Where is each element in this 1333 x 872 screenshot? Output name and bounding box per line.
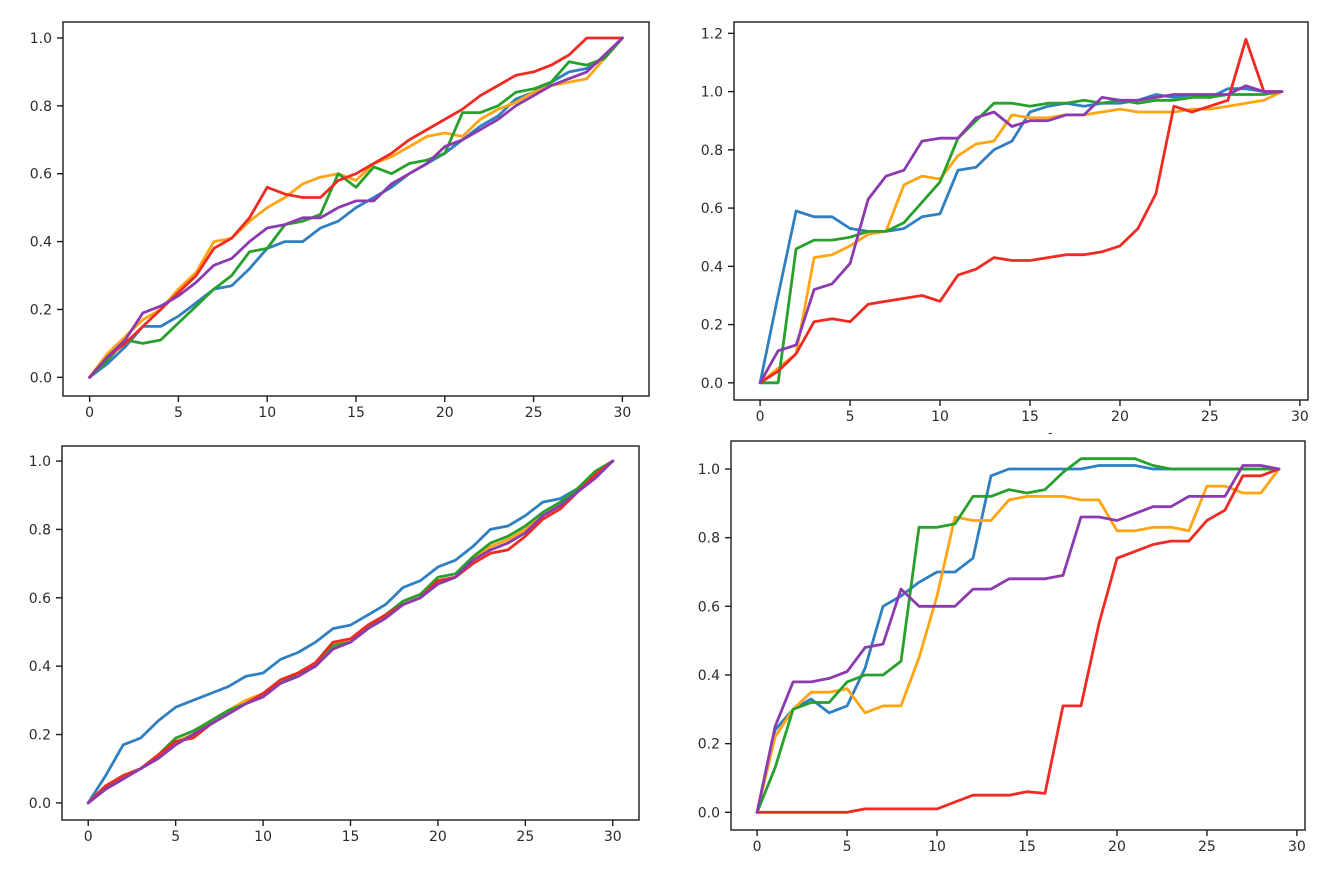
series-line-red bbox=[88, 36, 624, 379]
series-line-blue bbox=[755, 464, 1281, 814]
chart-bottom-left: 0 5 10 15 20 25 30 0.0 0.2 0.4 0.6 0.8 1.0 bbox=[0, 436, 666, 872]
x-axis-tick-label: 15 bbox=[342, 829, 360, 845]
x-axis-tick-label: 25 bbox=[516, 829, 534, 845]
y-axis-tick-label: 1.0 bbox=[29, 454, 51, 470]
y-axis-tick-label: 0.4 bbox=[701, 259, 723, 275]
y-axis-tick-label: 1.0 bbox=[701, 85, 723, 101]
series-line-red bbox=[755, 467, 1281, 814]
y-axis-tick-label: 0.0 bbox=[698, 805, 720, 821]
series-line-purple bbox=[755, 464, 1281, 814]
x-axis-tick-label: 0 bbox=[84, 829, 93, 845]
y-axis-tick-label: 1.0 bbox=[698, 462, 720, 478]
series-line-blue bbox=[86, 459, 615, 805]
x-axis-tick-label: 25 bbox=[1201, 409, 1219, 425]
y-axis-tick-label: 0.6 bbox=[29, 591, 51, 607]
x-axis-tick-label: 10 bbox=[258, 405, 276, 421]
plot-area-top-right: 0 5 10 15 20 25 30 0.0 0.2 0.4 0.6 0.8 1.0 1.2 bbox=[701, 21, 1309, 425]
y-axis-tick-label: 0.4 bbox=[29, 659, 51, 675]
y-axis-tick-label: 0.6 bbox=[701, 201, 723, 217]
series-line-orange bbox=[88, 36, 624, 379]
x-axis-tick-label: 30 bbox=[1291, 409, 1309, 425]
x-axis-tick-label: 20 bbox=[1108, 839, 1126, 855]
y-axis-tick-label: 0.0 bbox=[29, 796, 51, 812]
x-axis-tick-label: 0 bbox=[756, 409, 765, 425]
series-line-red bbox=[758, 37, 1284, 385]
y-axis-tick-label: 0.2 bbox=[30, 302, 52, 318]
x-axis-tick-label: 25 bbox=[525, 405, 543, 421]
series-line-purple bbox=[86, 459, 615, 805]
y-axis-tick-label: 0.2 bbox=[29, 728, 51, 744]
x-axis-tick-label: 0 bbox=[85, 405, 94, 421]
x-axis-tick-label: 20 bbox=[429, 829, 447, 845]
y-axis-tick-label: 0.0 bbox=[701, 376, 723, 392]
y-axis-tick-label: 0.2 bbox=[701, 318, 723, 334]
y-axis-tick-label: 1.2 bbox=[701, 26, 723, 42]
x-axis-tick-label: 30 bbox=[604, 829, 622, 845]
series-line-orange bbox=[758, 90, 1284, 385]
series-line-green bbox=[758, 90, 1284, 385]
plot-area-bottom-right: 0 5 10 15 20 25 30 0.0 0.2 0.4 0.6 0.8 1.0 bbox=[698, 440, 1306, 855]
x-axis-tick-label: 10 bbox=[928, 839, 946, 855]
series-line-orange bbox=[755, 467, 1281, 814]
x-axis-tick-label: 15 bbox=[347, 405, 365, 421]
y-axis-tick-label: 0.6 bbox=[30, 167, 52, 183]
x-axis-tick-label: 5 bbox=[846, 409, 855, 425]
plot-area-top-left: 0 5 10 15 20 25 30 0.0 0.2 0.4 0.6 0.8 1.0 bbox=[30, 21, 650, 421]
y-axis-tick-label: 0.8 bbox=[701, 143, 723, 159]
y-axis-tick-label: 0.0 bbox=[30, 370, 52, 386]
series-line-purple bbox=[88, 36, 624, 379]
stray-mark: - bbox=[1048, 426, 1053, 441]
x-axis-tick-label: 25 bbox=[1198, 839, 1216, 855]
series-line-blue bbox=[758, 87, 1284, 385]
x-axis-tick-label: 20 bbox=[436, 405, 454, 421]
y-axis-tick-label: 0.4 bbox=[30, 235, 52, 251]
x-axis-tick-label: 10 bbox=[254, 829, 272, 845]
series-line-green bbox=[755, 457, 1281, 814]
y-axis-tick-label: 0.2 bbox=[698, 737, 720, 753]
x-axis-tick-label: 30 bbox=[613, 405, 631, 421]
y-axis-tick-label: 0.8 bbox=[29, 522, 51, 538]
y-axis-tick-label: 1.0 bbox=[30, 31, 52, 47]
series-line-purple bbox=[758, 84, 1284, 385]
chart-top-left: 0 5 10 15 20 25 30 0.0 0.2 0.4 0.6 0.8 1.0 bbox=[0, 0, 666, 436]
x-axis-tick-label: 10 bbox=[931, 409, 949, 425]
plot-area-bottom-left: 0 5 10 15 20 25 30 0.0 0.2 0.4 0.6 0.8 1.0 bbox=[29, 445, 640, 845]
axes-spine bbox=[733, 21, 1309, 401]
series-line-red bbox=[86, 459, 615, 805]
y-axis-tick-label: 0.4 bbox=[698, 668, 720, 684]
x-axis-tick-label: 15 bbox=[1021, 409, 1039, 425]
y-axis-tick-label: 0.8 bbox=[30, 99, 52, 115]
x-axis-tick-label: 5 bbox=[843, 839, 852, 855]
x-axis-tick-label: 30 bbox=[1288, 839, 1306, 855]
x-axis-tick-label: 0 bbox=[753, 839, 762, 855]
x-axis-tick-label: 5 bbox=[171, 829, 180, 845]
chart-bottom-right: 0 5 10 15 20 25 30 0.0 0.2 0.4 0.6 0.8 1.0 bbox=[667, 436, 1333, 872]
y-axis-tick-label: 0.6 bbox=[698, 599, 720, 615]
x-axis-tick-label: 15 bbox=[1018, 839, 1036, 855]
x-axis-tick-label: 20 bbox=[1111, 409, 1129, 425]
x-axis-tick-label: 5 bbox=[174, 405, 183, 421]
axes-spine bbox=[730, 440, 1306, 831]
chart-top-right: 0 5 10 15 20 25 30 0.0 0.2 0.4 0.6 0.8 1.0 1.2 bbox=[667, 0, 1333, 436]
series-line-green bbox=[88, 36, 624, 379]
y-axis-tick-label: 0.8 bbox=[698, 531, 720, 547]
